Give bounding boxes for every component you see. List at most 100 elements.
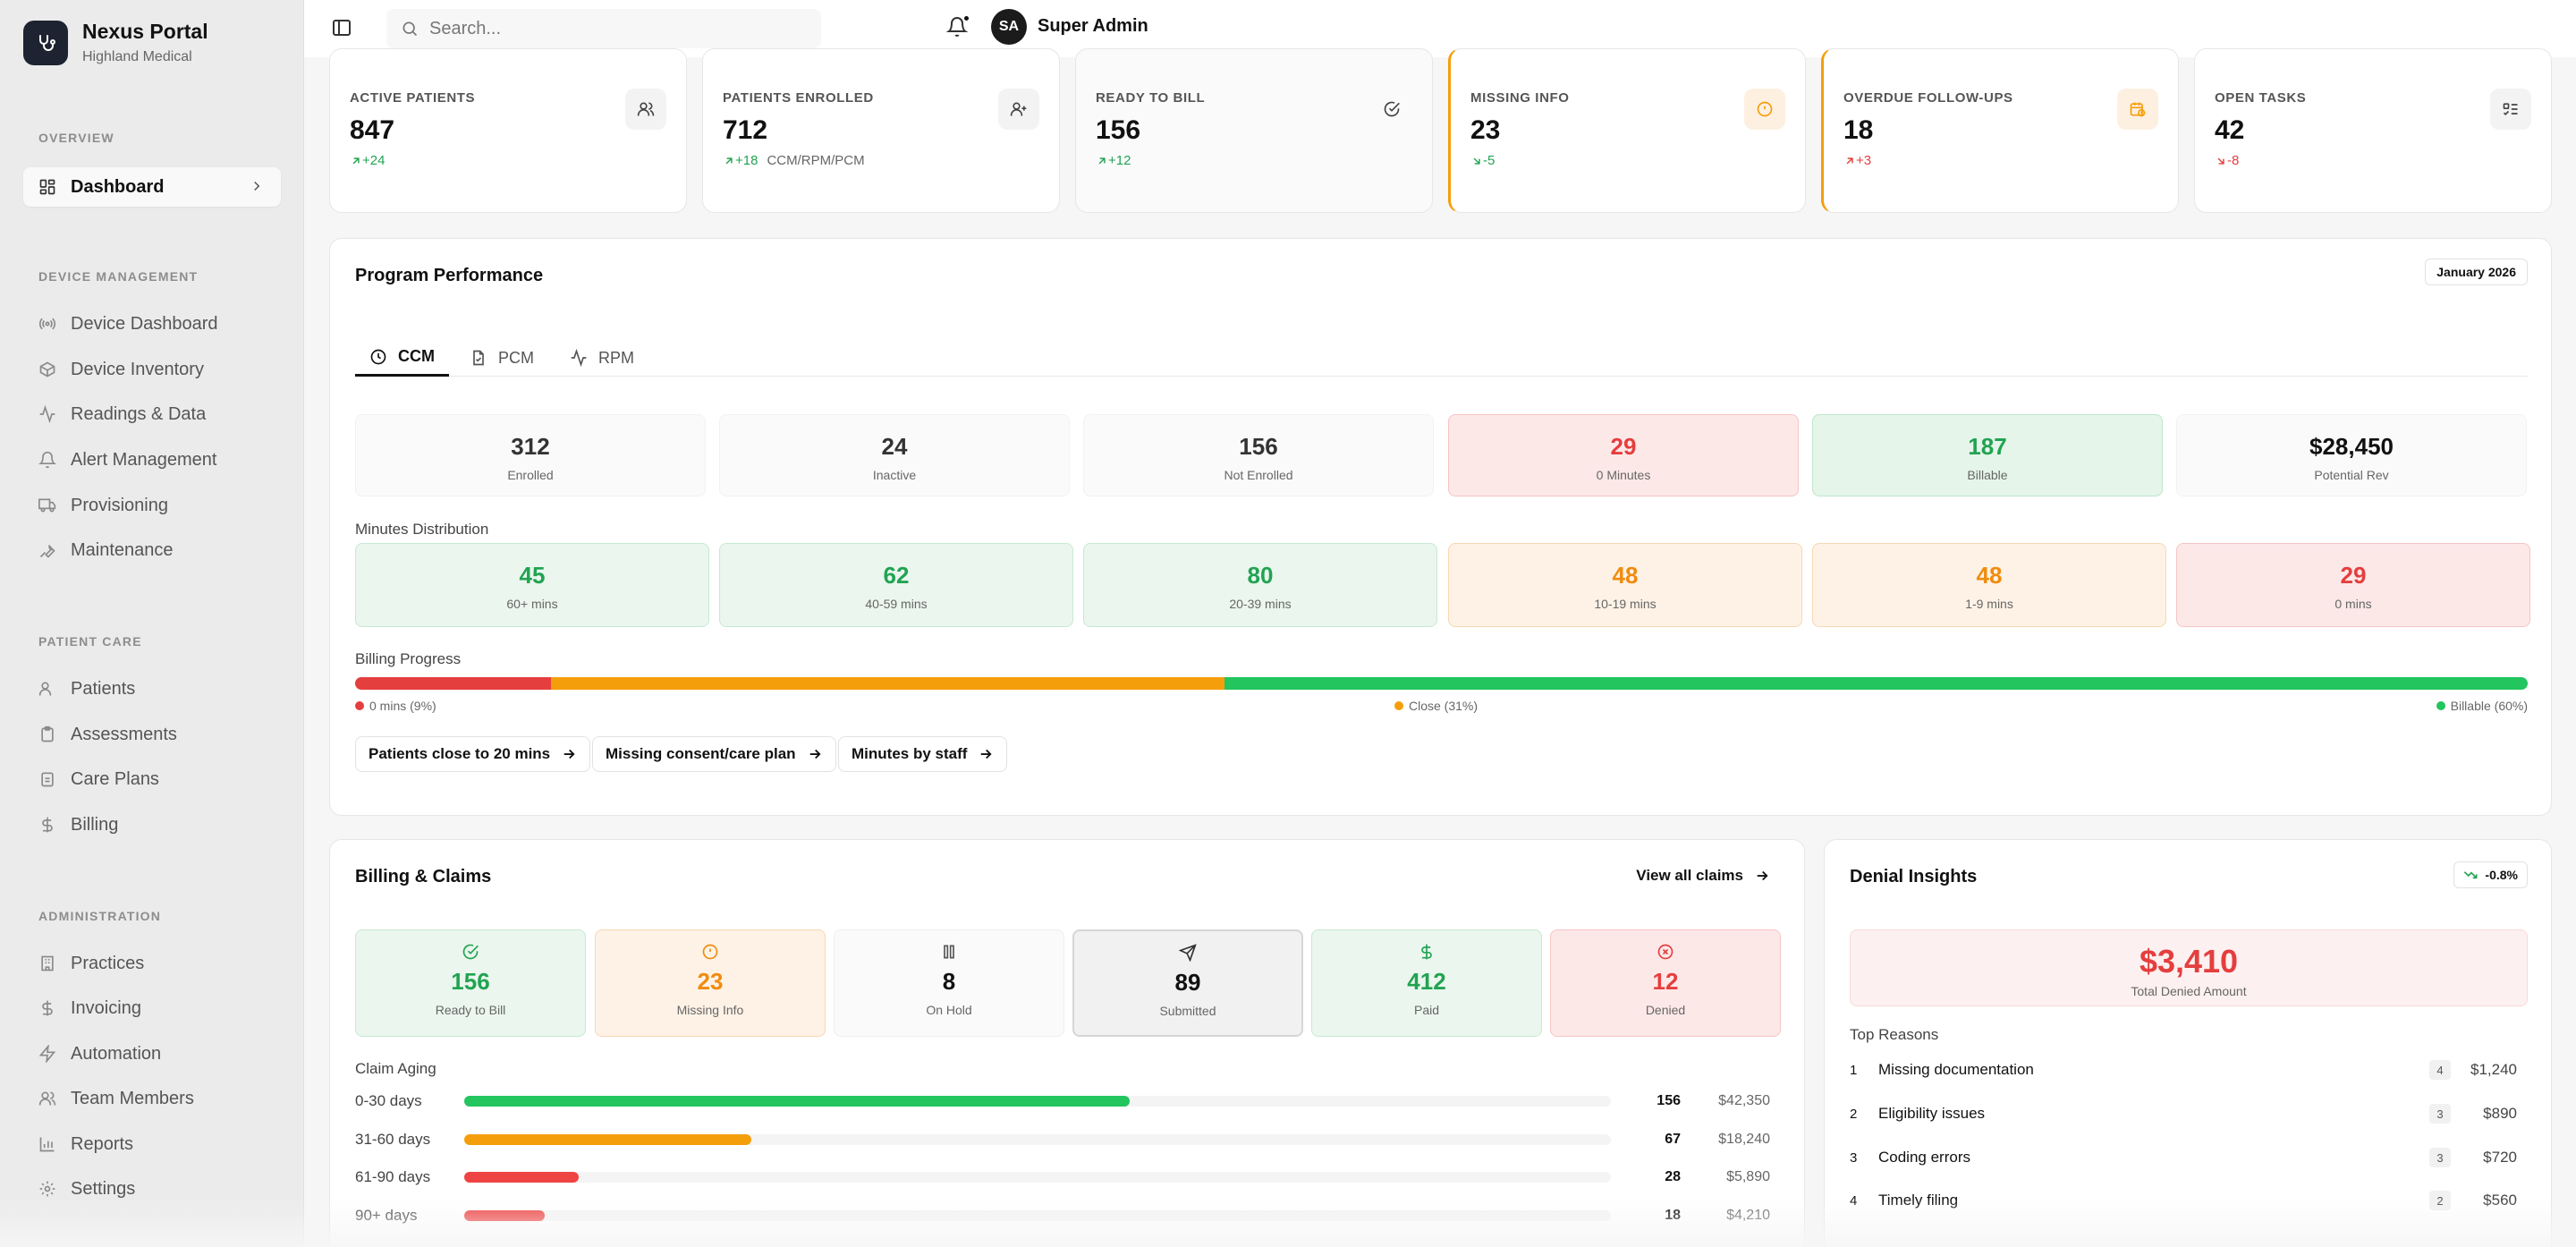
stat-card-open-tasks[interactable]: OPEN TASKS 42 -8 — [2194, 48, 2552, 213]
stat-delta: -5 — [1470, 153, 1495, 168]
stat-card-patients-enrolled[interactable]: PATIENTS ENROLLED 712 +18 CCM/RPM/PCM — [702, 48, 1060, 213]
sidebar-item-care-plans[interactable]: Care Plans — [38, 761, 159, 797]
dist-label: 40-59 mins — [865, 597, 928, 611]
sidebar-item-reports[interactable]: Reports — [38, 1126, 133, 1162]
dist-60-plus[interactable]: 45 60+ mins — [355, 543, 709, 627]
metric-potential-rev[interactable]: $28,450 Potential Rev — [2176, 414, 2527, 496]
tab-rpm[interactable]: RPM — [570, 339, 634, 377]
stat-value: 712 — [723, 115, 768, 145]
claim-value: 89 — [1174, 969, 1201, 996]
sidebar-item-billing[interactable]: Billing — [38, 807, 118, 843]
sidebar-item-invoicing[interactable]: Invoicing — [38, 990, 141, 1026]
claim-status-ready[interactable]: 156 Ready to Bill — [355, 929, 586, 1037]
gear-icon — [38, 1180, 56, 1198]
stat-delta: -8 — [2215, 153, 2239, 168]
reason-label: Missing documentation — [1878, 1061, 2034, 1078]
program-performance-title: Program Performance — [355, 266, 544, 285]
sidebar-item-assessments[interactable]: Assessments — [38, 717, 177, 752]
sidebar-item-readings[interactable]: Readings & Data — [38, 396, 206, 432]
metric-label: Potential Rev — [2314, 468, 2389, 482]
patients-close-button[interactable]: Patients close to 20 mins — [355, 736, 591, 772]
aging-row[interactable]: 61-90 days 28 $5,890 — [355, 1165, 1770, 1190]
stat-delta-value: -5 — [1483, 153, 1496, 168]
sidebar-item-device-dashboard[interactable]: Device Dashboard — [38, 306, 218, 342]
pill-label: Patients close to 20 mins — [369, 745, 551, 762]
users-icon — [38, 680, 56, 698]
claim-status-on-hold[interactable]: 8 On Hold — [834, 929, 1064, 1037]
metric-enrolled[interactable]: 312 Enrolled — [355, 414, 706, 496]
missing-consent-button[interactable]: Missing consent/care plan — [592, 736, 836, 772]
total-denied-label: Total Denied Amount — [2131, 984, 2247, 998]
sidebar-item-dashboard[interactable]: Dashboard — [23, 167, 281, 207]
stat-card-missing-info[interactable]: MISSING INFO 23 -5 — [1448, 48, 1806, 213]
claim-status-submitted[interactable]: 89 Submitted — [1072, 929, 1303, 1037]
search-input[interactable] — [429, 18, 787, 39]
dist-0[interactable]: 29 0 mins — [2176, 543, 2530, 627]
view-all-claims-link[interactable]: View all claims — [1636, 867, 1770, 885]
denial-reason-row[interactable]: 1 Missing documentation 4 $1,240 — [1850, 1055, 2528, 1085]
sidebar-item-label: Practices — [71, 953, 145, 973]
claim-status-paid[interactable]: 412 Paid — [1311, 929, 1542, 1037]
list-todo-icon — [2490, 89, 2531, 130]
stat-delta-value: +3 — [1856, 153, 1872, 168]
user-name[interactable]: Super Admin — [1038, 16, 1148, 36]
search-box[interactable] — [386, 9, 821, 48]
sidebar-item-provisioning[interactable]: Provisioning — [38, 488, 168, 523]
sidebar-item-automation[interactable]: Automation — [38, 1036, 161, 1072]
aging-row[interactable]: 90+ days 18 $4,210 — [355, 1203, 1770, 1228]
sidebar-item-device-inventory[interactable]: Device Inventory — [38, 352, 204, 387]
reason-amount: $720 — [2483, 1149, 2517, 1166]
stat-card-active-patients[interactable]: ACTIVE PATIENTS 847 +24 — [329, 48, 687, 213]
brand[interactable]: Nexus Portal Highland Medical — [23, 20, 208, 65]
aging-row[interactable]: 31-60 days 67 $18,240 — [355, 1127, 1770, 1152]
aging-fill — [464, 1134, 751, 1145]
denial-reason-row[interactable]: 4 Timely filing 2 $560 — [1850, 1185, 2528, 1216]
sidebar-item-alert-management[interactable]: Alert Management — [38, 442, 216, 478]
claim-aging-label: Claim Aging — [355, 1060, 436, 1077]
dist-10-19[interactable]: 48 10-19 mins — [1448, 543, 1802, 627]
avatar[interactable]: SA — [991, 9, 1027, 45]
sidebar-toggle-icon[interactable] — [331, 17, 352, 38]
trending-down-icon — [2463, 868, 2478, 882]
radio-icon — [38, 315, 56, 333]
aging-row[interactable]: 0-30 days 156 $42,350 — [355, 1089, 1770, 1114]
users-icon — [625, 89, 666, 130]
dist-1-9[interactable]: 48 1-9 mins — [1812, 543, 2166, 627]
sidebar-item-practices[interactable]: Practices — [38, 946, 144, 981]
stat-delta-value: +24 — [362, 153, 386, 168]
stat-sub: CCM/RPM/PCM — [767, 153, 865, 168]
tab-ccm[interactable]: CCM — [355, 339, 449, 377]
stat-card-overdue-followups[interactable]: OVERDUE FOLLOW-UPS 18 +3 — [1821, 48, 2179, 213]
arrow-right-icon — [1754, 868, 1770, 884]
sidebar-item-settings[interactable]: Settings — [38, 1171, 135, 1207]
sidebar-item-team-members[interactable]: Team Members — [38, 1081, 194, 1116]
minutes-by-staff-button[interactable]: Minutes by staff — [838, 736, 1008, 772]
metric-label: Inactive — [872, 468, 917, 482]
sidebar-item-maintenance[interactable]: Maintenance — [38, 532, 174, 568]
aging-count: 67 — [1665, 1132, 1681, 1147]
claim-status-denied[interactable]: 12 Denied — [1550, 929, 1781, 1037]
denial-reason-row[interactable]: 2 Eligibility issues 3 $890 — [1850, 1099, 2528, 1129]
total-denied-value: $3,410 — [2139, 943, 2239, 980]
dist-20-39[interactable]: 80 20-39 mins — [1083, 543, 1437, 627]
metric-not-enrolled[interactable]: 156 Not Enrolled — [1083, 414, 1434, 496]
clipboard-list-icon — [38, 770, 56, 788]
sidebar-item-patients[interactable]: Patients — [38, 671, 135, 707]
stat-card-ready-to-bill[interactable]: READY TO BILL 156 +12 — [1075, 48, 1433, 213]
aging-track — [464, 1172, 1611, 1183]
month-selector[interactable]: January 2026 — [2425, 259, 2528, 285]
denial-reason-row[interactable]: 3 Coding errors 3 $720 — [1850, 1142, 2528, 1173]
notification-bell-icon[interactable] — [946, 16, 968, 38]
tab-label: RPM — [598, 348, 634, 367]
sidebar-item-label: Alert Management — [71, 449, 217, 470]
legend-dot — [355, 701, 364, 710]
arrow-up-right-icon — [352, 157, 360, 164]
metric-zero-minutes[interactable]: 29 0 Minutes — [1448, 414, 1799, 496]
dist-40-59[interactable]: 62 40-59 mins — [719, 543, 1073, 627]
tab-pcm[interactable]: PCM — [470, 339, 534, 377]
calendar-clock-icon — [2117, 89, 2158, 130]
claim-status-missing[interactable]: 23 Missing Info — [595, 929, 826, 1037]
sidebar-item-label: Provisioning — [71, 495, 168, 515]
metric-billable[interactable]: 187 Billable — [1812, 414, 2163, 496]
metric-inactive[interactable]: 24 Inactive — [719, 414, 1070, 496]
